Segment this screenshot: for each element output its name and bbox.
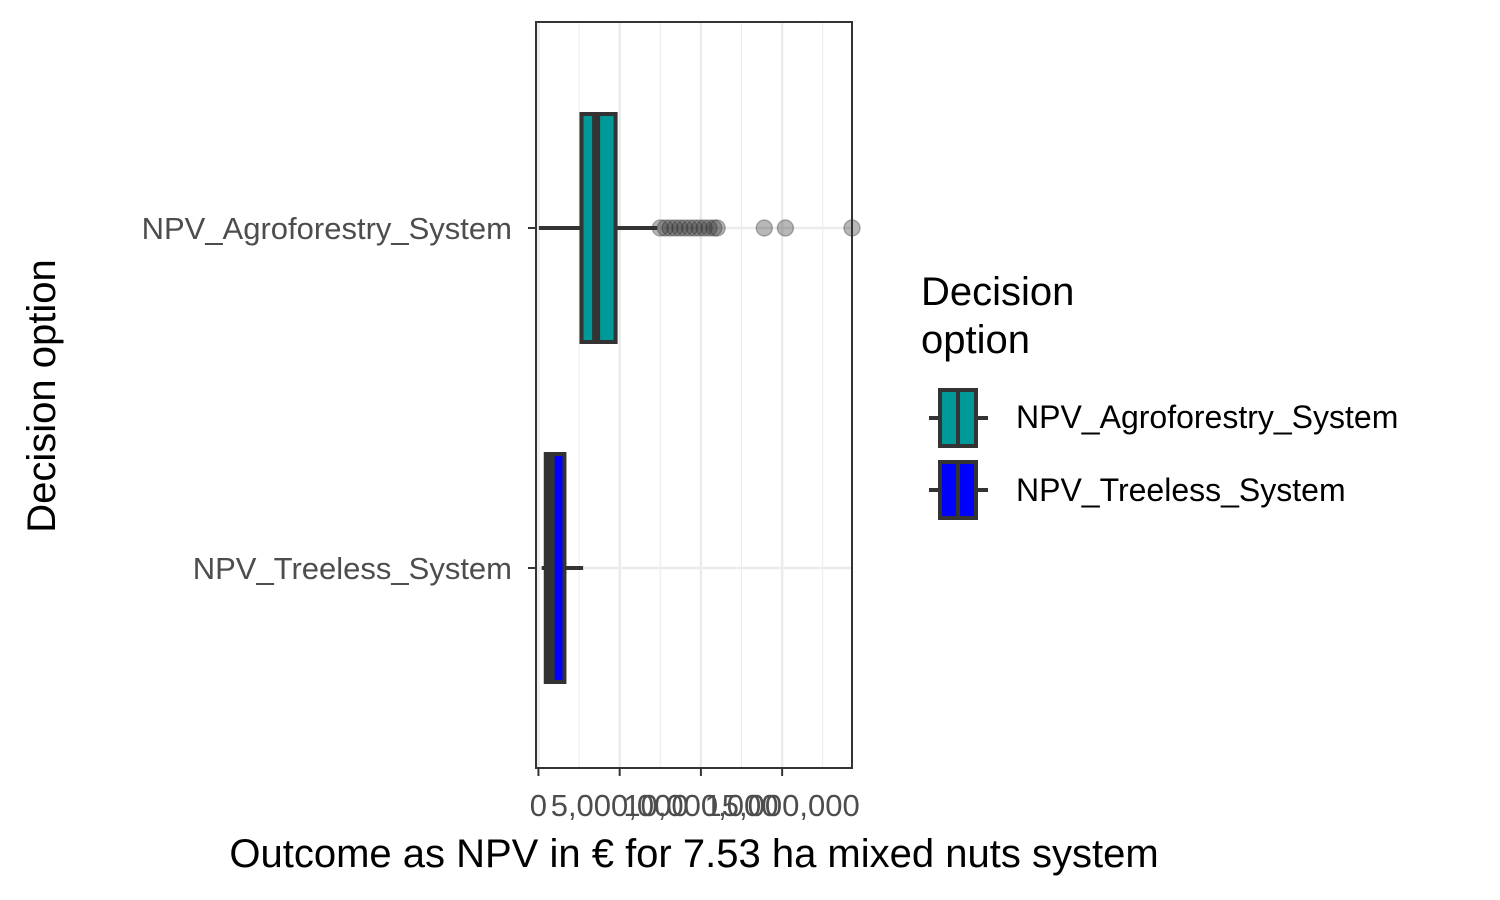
y-tick-label: NPV_Treeless_System [193, 551, 512, 586]
y-tick-label: NPV_Agroforestry_System [142, 211, 512, 246]
x-tick-label: 5,000,000 [551, 788, 689, 823]
legend-label-treeless: NPV_Treeless_System [1016, 472, 1346, 508]
outlier-point [661, 219, 679, 237]
outlier-point [680, 219, 699, 237]
outlier-point [656, 219, 674, 237]
x-axis-title: Outcome as NPV in € for 7.53 ha mixed nu… [229, 832, 1158, 876]
legend-key-NPV_Treeless_System [929, 460, 988, 520]
legend-key-NPV_Agroforestry_System [929, 388, 988, 448]
outlier-point [776, 219, 795, 237]
outlier-point [671, 219, 689, 237]
outlier-point [708, 219, 726, 237]
box-series [538, 112, 861, 684]
box-NPV_Agroforestry_System [538, 112, 861, 344]
y-axis: NPV_Agroforestry_System NPV_Treeless_Syst… [142, 211, 536, 586]
legend-title: Decision option [921, 270, 1075, 362]
x-tick-label: 0 [530, 788, 547, 823]
outlier-point [651, 219, 670, 237]
y-axis-title: Decision option [20, 259, 64, 533]
outlier-point [675, 219, 694, 237]
outlier-point [700, 219, 718, 237]
outlier-point [705, 219, 723, 237]
panel-border [535, 21, 853, 769]
box-NPV_Treeless_System [541, 452, 584, 684]
outlier-point [695, 219, 713, 237]
legend-keys [929, 388, 988, 520]
outlier-point [690, 219, 709, 237]
x-tick-label: 15,000,000 [705, 788, 860, 823]
outlier-point [666, 219, 684, 237]
x-tick-label: 10,000,000 [623, 788, 778, 823]
outlier-point [755, 219, 774, 237]
outlier-point [685, 219, 704, 237]
legend-label-agroforestry: NPV_Agroforestry_System [1016, 399, 1399, 435]
